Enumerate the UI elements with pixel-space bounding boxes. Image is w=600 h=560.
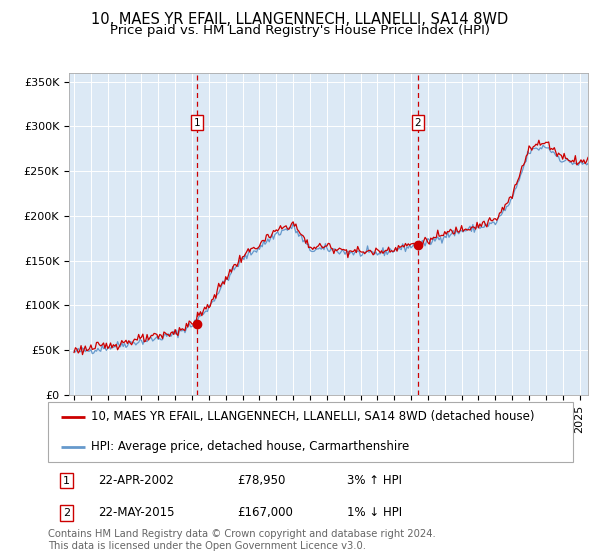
Text: 22-MAY-2015: 22-MAY-2015 bbox=[98, 506, 175, 520]
Text: 1% ↓ HPI: 1% ↓ HPI bbox=[347, 506, 403, 520]
Bar bbox=[197, 73, 418, 395]
Text: 10, MAES YR EFAIL, LLANGENNECH, LLANELLI, SA14 8WD (detached house): 10, MAES YR EFAIL, LLANGENNECH, LLANELLI… bbox=[91, 410, 535, 423]
FancyBboxPatch shape bbox=[48, 402, 573, 462]
Text: 2: 2 bbox=[415, 118, 421, 128]
Text: Price paid vs. HM Land Registry's House Price Index (HPI): Price paid vs. HM Land Registry's House … bbox=[110, 24, 490, 37]
Text: 3% ↑ HPI: 3% ↑ HPI bbox=[347, 474, 402, 487]
Text: HPI: Average price, detached house, Carmarthenshire: HPI: Average price, detached house, Carm… bbox=[91, 440, 409, 454]
Text: 1: 1 bbox=[194, 118, 200, 128]
Text: 1: 1 bbox=[63, 475, 70, 486]
Text: £167,000: £167,000 bbox=[237, 506, 293, 520]
Text: £78,950: £78,950 bbox=[237, 474, 286, 487]
Text: 22-APR-2002: 22-APR-2002 bbox=[98, 474, 174, 487]
Text: 2: 2 bbox=[63, 508, 70, 518]
Text: Contains HM Land Registry data © Crown copyright and database right 2024.
This d: Contains HM Land Registry data © Crown c… bbox=[48, 529, 436, 551]
Text: 10, MAES YR EFAIL, LLANGENNECH, LLANELLI, SA14 8WD: 10, MAES YR EFAIL, LLANGENNECH, LLANELLI… bbox=[91, 12, 509, 27]
